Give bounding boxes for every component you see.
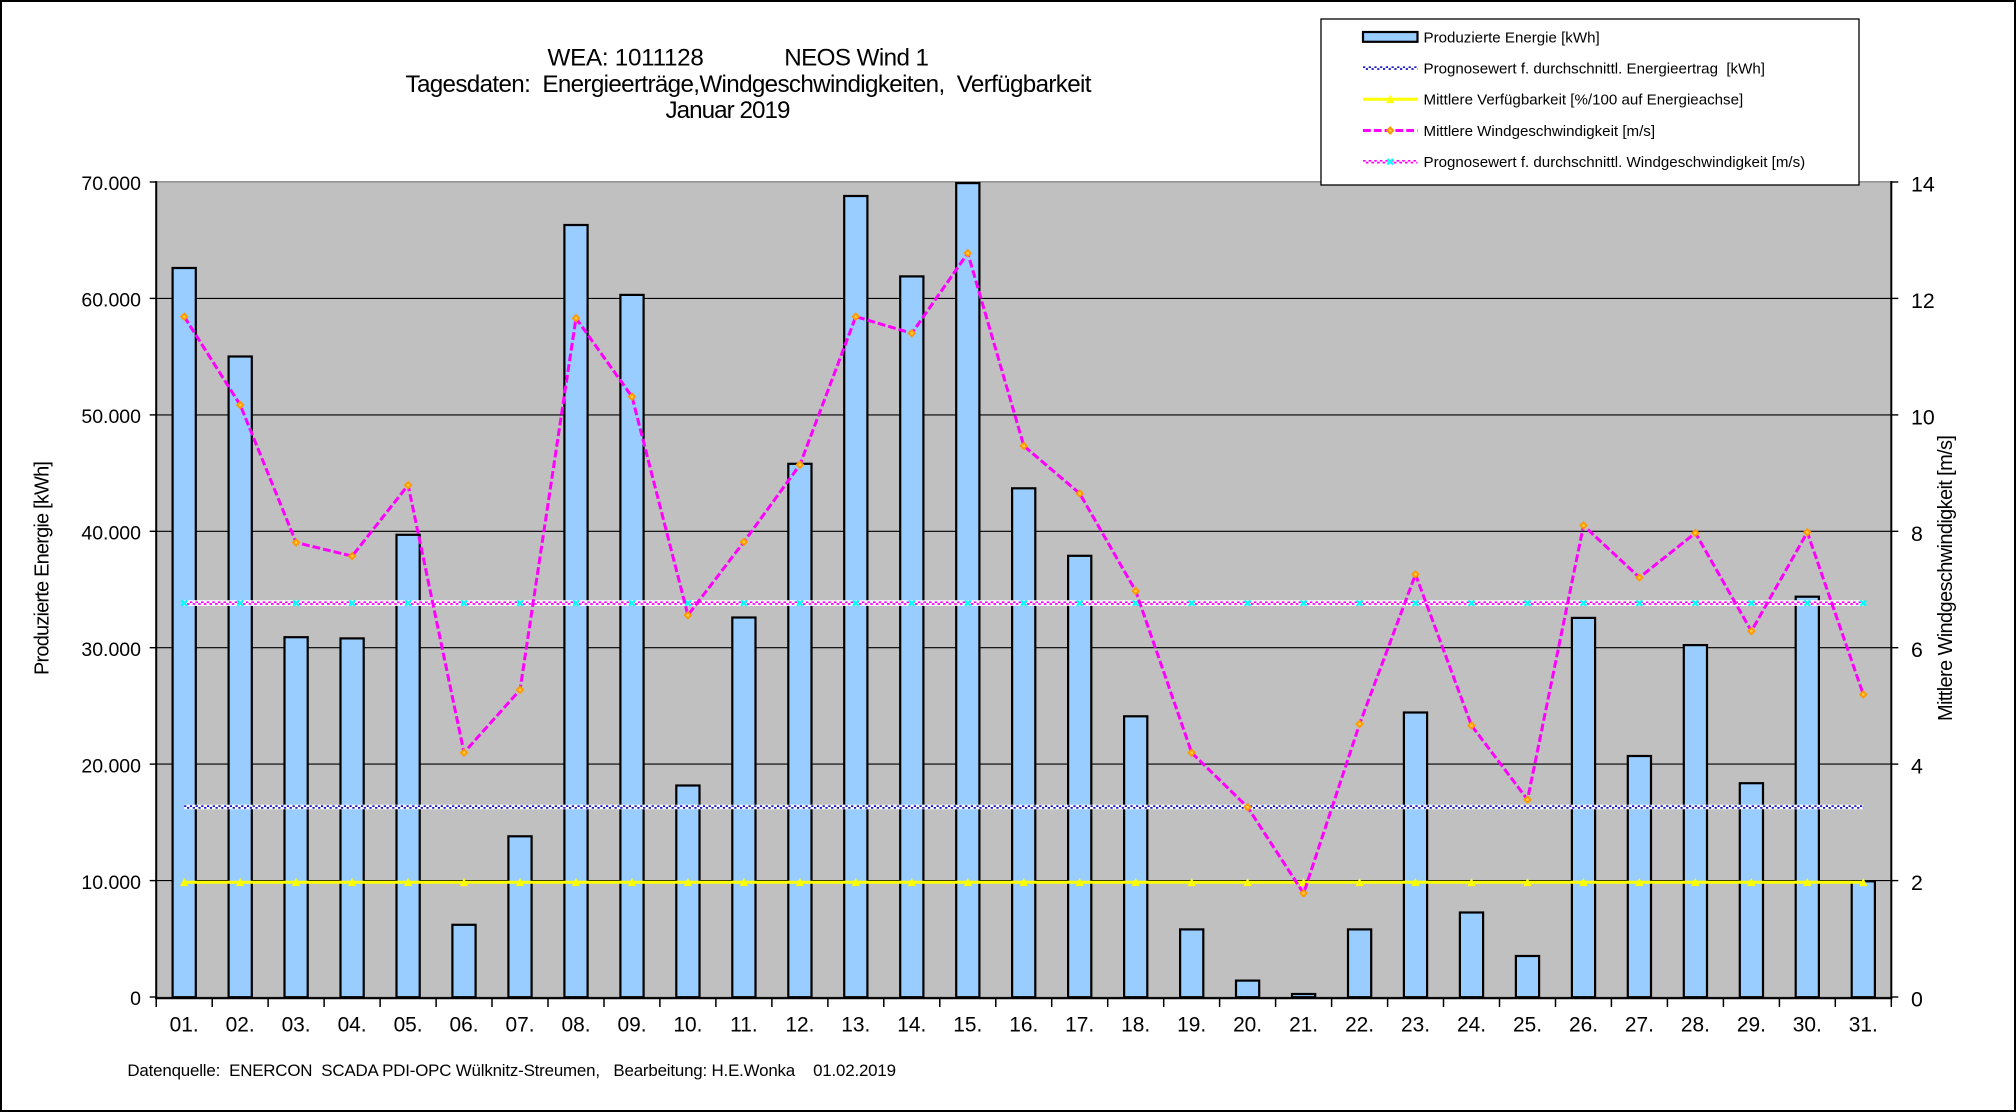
svg-text:Mittlere Verfügbarkeit [%/100: Mittlere Verfügbarkeit [%/100 auf Energi… [1424,92,1744,109]
svg-text:10: 10 [1911,405,1935,429]
svg-text:14: 14 [1911,173,1935,197]
svg-text:12: 12 [1911,289,1935,313]
svg-text:50.000: 50.000 [81,406,141,428]
svg-text:26.: 26. [1569,1013,1598,1036]
svg-text:Mittlere Windgeschwindigkeit [: Mittlere Windgeschwindigkeit [m/s] [1935,435,1957,721]
svg-text:24.: 24. [1457,1013,1486,1036]
svg-text:25.: 25. [1513,1013,1542,1036]
svg-text:27.: 27. [1625,1013,1654,1036]
svg-text:10.000: 10.000 [81,872,141,894]
svg-text:21.: 21. [1289,1013,1318,1036]
svg-text:06.: 06. [449,1013,478,1036]
svg-text:8: 8 [1911,522,1923,546]
svg-text:Produzierte Energie [kWh]: Produzierte Energie [kWh] [32,461,54,675]
svg-text:Mittlere Windgeschwindigkeit [: Mittlere Windgeschwindigkeit [m/s] [1424,123,1656,140]
svg-text:19.: 19. [1177,1013,1206,1036]
svg-text:16.: 16. [1009,1013,1038,1036]
svg-text:08.: 08. [561,1013,590,1036]
svg-text:Tagesdaten: Energieerträge,Wi: Tagesdaten: Energieerträge,Windgeschwind… [406,71,1092,98]
svg-text:14.: 14. [897,1013,926,1036]
svg-text:30.: 30. [1793,1013,1822,1036]
svg-text:23.: 23. [1401,1013,1430,1036]
svg-text:18.: 18. [1121,1013,1150,1036]
svg-text:02.: 02. [226,1013,255,1036]
svg-text:15.: 15. [953,1013,982,1036]
svg-text:WEA: 1011128: WEA: 1011128 [548,45,704,72]
svg-text:03.: 03. [282,1013,311,1036]
svg-text:01.: 01. [170,1013,199,1036]
svg-text:6: 6 [1911,638,1923,662]
svg-text:13.: 13. [841,1013,870,1036]
svg-text:0: 0 [1911,988,1923,1012]
svg-text:60.000: 60.000 [81,290,141,312]
svg-text:22.: 22. [1345,1013,1374,1036]
svg-text:2: 2 [1911,871,1923,895]
svg-text:Datenquelle: ENERCON SCADA P: Datenquelle: ENERCON SCADA PDI-OPC Wülkn… [127,1061,896,1080]
svg-text:04.: 04. [338,1013,367,1036]
svg-text:NEOS Wind 1: NEOS Wind 1 [784,45,929,72]
svg-text:4: 4 [1911,755,1923,779]
svg-text:Januar 2019: Januar 2019 [666,97,791,124]
svg-text:17.: 17. [1065,1013,1094,1036]
svg-text:31.: 31. [1849,1013,1878,1036]
svg-text:10.: 10. [673,1013,702,1036]
svg-text:07.: 07. [505,1013,534,1036]
svg-text:11.: 11. [730,1013,758,1036]
svg-text:0: 0 [130,988,141,1010]
svg-text:Prognosewert f. durchschnittl.: Prognosewert f. durchschnittl. Windgesch… [1424,154,1806,171]
svg-text:70.000: 70.000 [81,173,141,195]
svg-text:29.: 29. [1737,1013,1766,1036]
svg-text:05.: 05. [394,1013,423,1036]
svg-text:12.: 12. [785,1013,814,1036]
svg-text:28.: 28. [1681,1013,1710,1036]
svg-text:40.000: 40.000 [81,523,141,545]
svg-text:Produzierte Energie [kWh]: Produzierte Energie [kWh] [1424,29,1600,46]
svg-text:Prognosewert f. durchschnittl.: Prognosewert f. durchschnittl. Energieer… [1424,61,1765,78]
svg-text:30.000: 30.000 [81,639,141,661]
svg-text:20.: 20. [1233,1013,1262,1036]
svg-text:20.000: 20.000 [81,755,141,777]
svg-text:09.: 09. [617,1013,646,1036]
